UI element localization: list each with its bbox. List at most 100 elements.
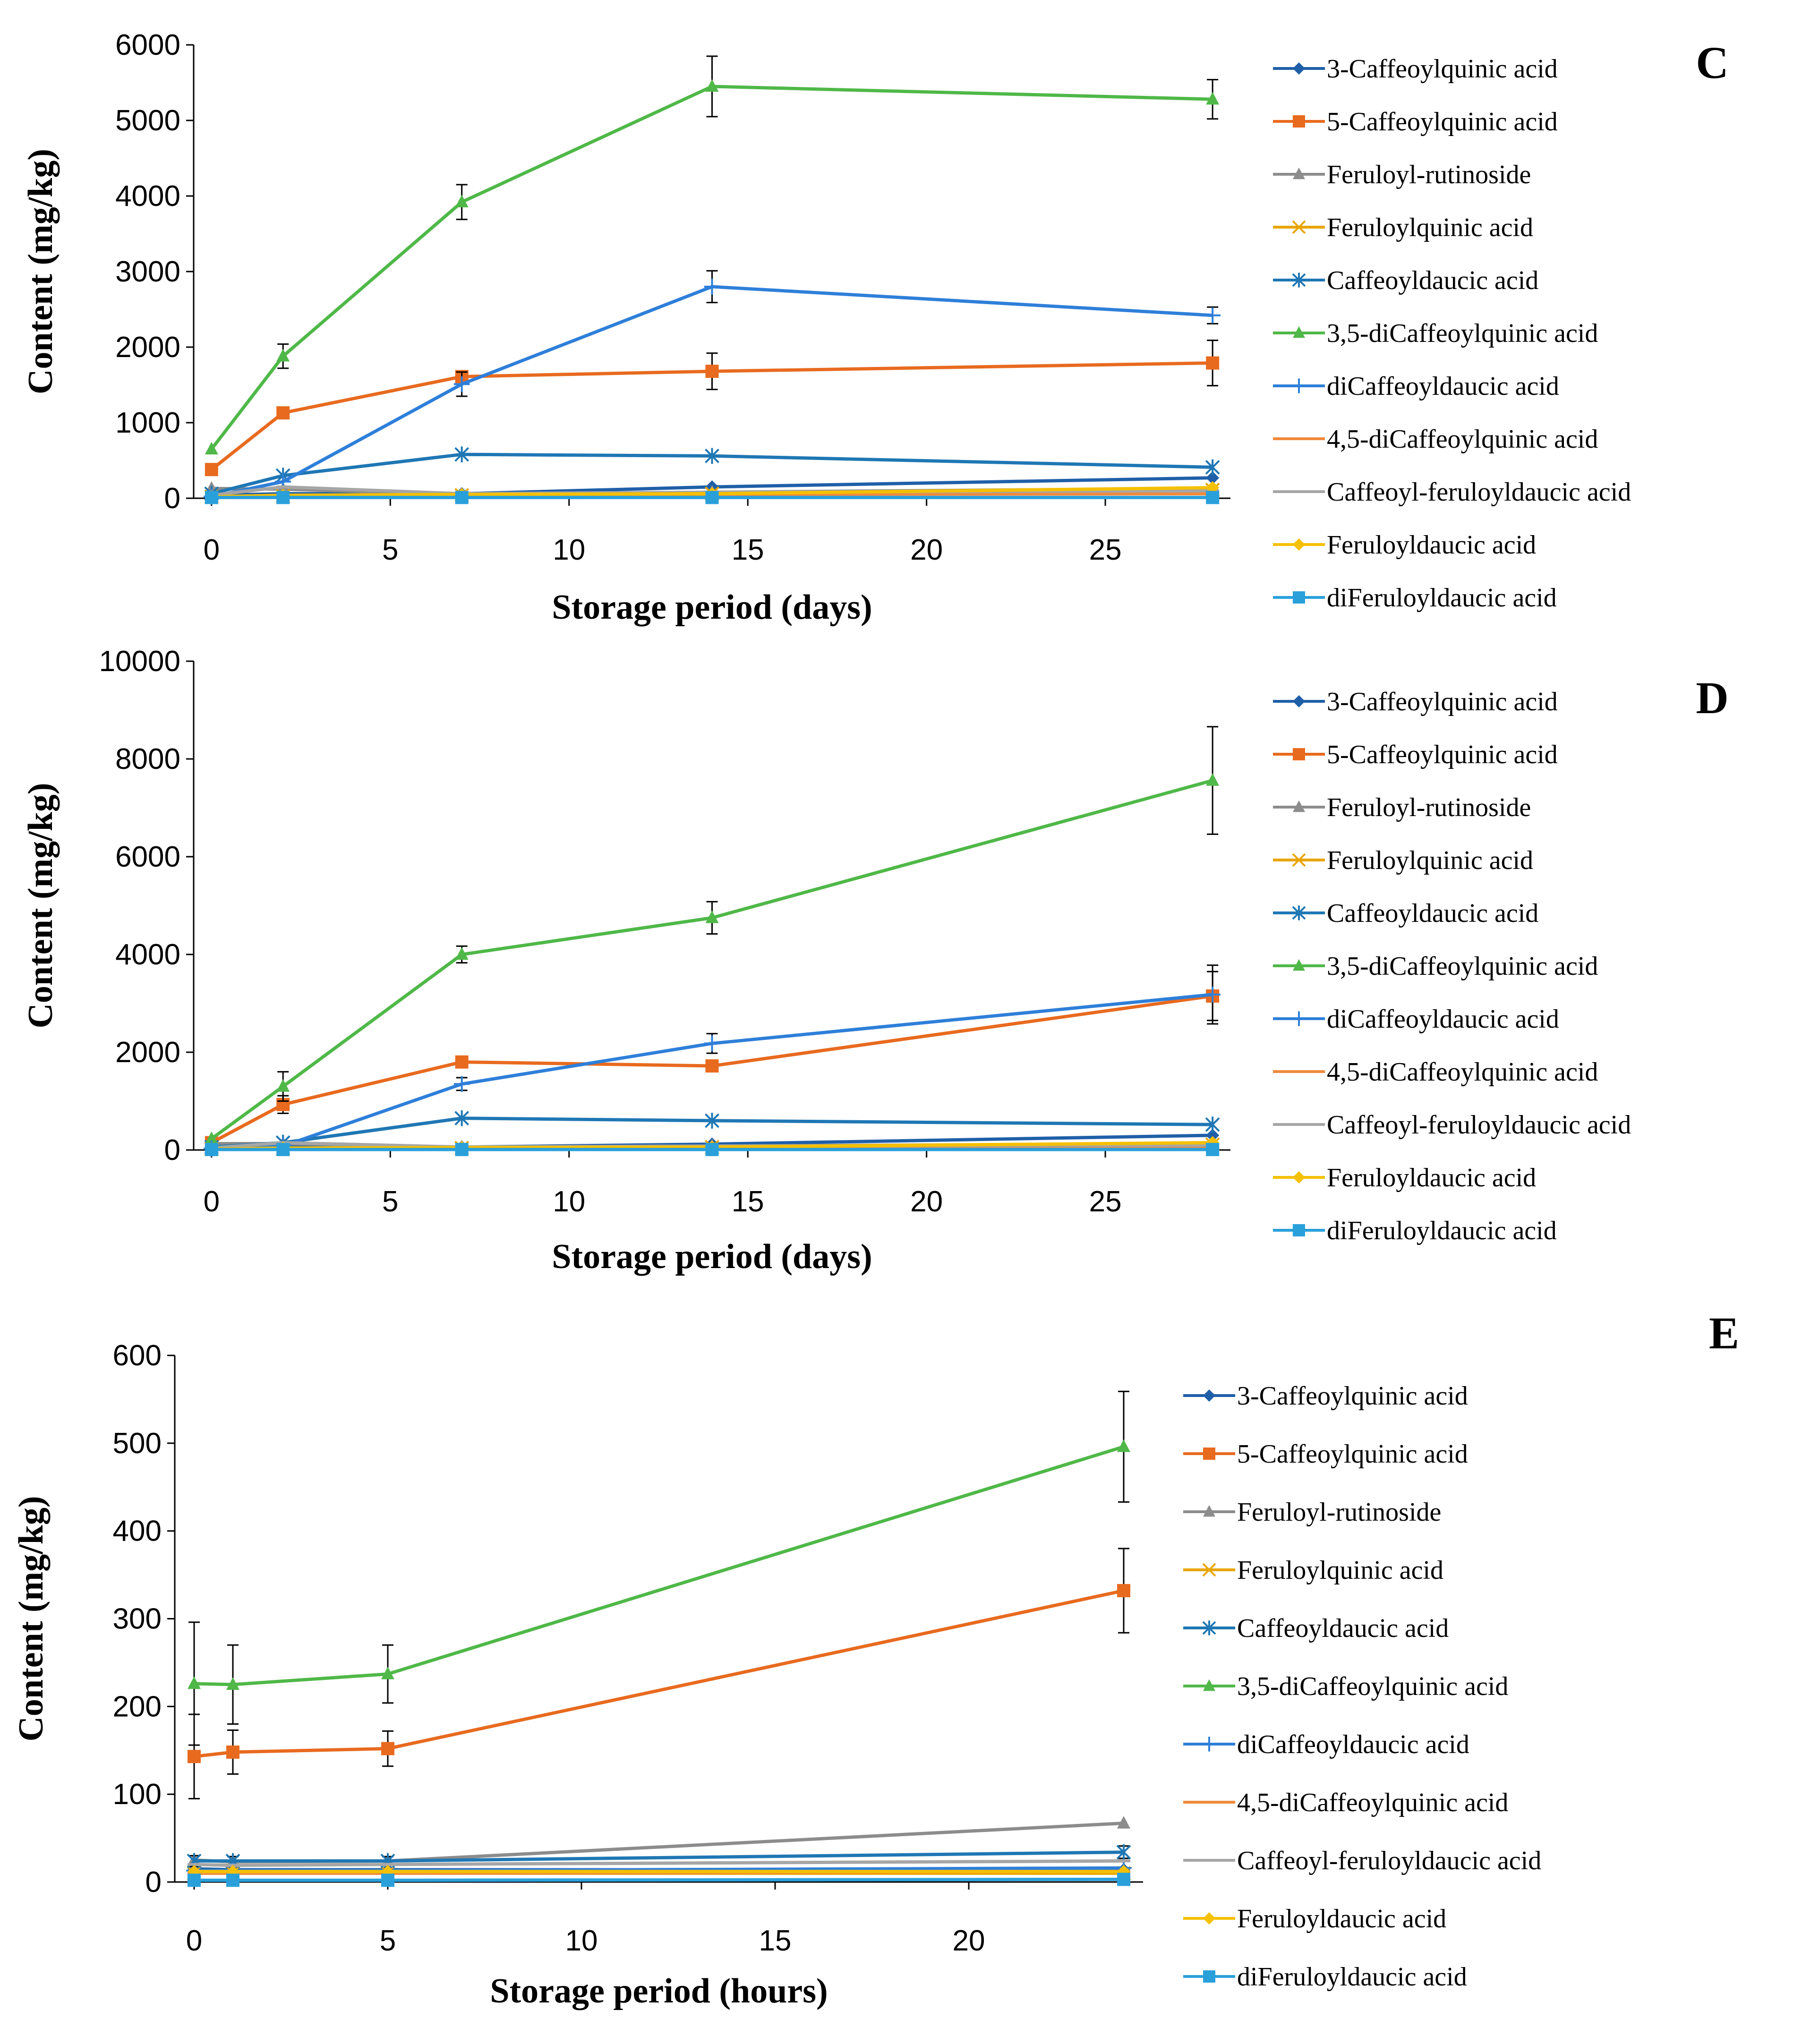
legend-label: Feruloyl-rutinoside: [1327, 160, 1531, 189]
legend-entry: Caffeoyldaucic acid: [1273, 899, 1538, 928]
x-tick-label: 5: [382, 1185, 398, 1218]
x-tick-label: 20: [910, 534, 943, 566]
panel-letter: C: [1696, 37, 1728, 88]
legend-entry: Caffeoyl-feruloyldaucic acid: [1273, 477, 1631, 507]
legend-entry: 5-Caffeoylquinic acid: [1273, 107, 1558, 136]
legend-entry: 4,5-diCaffeoylquinic acid: [1273, 425, 1598, 454]
legend-label: Feruloylquinic acid: [1237, 1556, 1443, 1585]
data-point: [381, 1874, 394, 1887]
data-point: [205, 1131, 218, 1144]
series-diferuloyldaucic-acid: [205, 491, 1220, 504]
legend-marker: [1203, 1505, 1215, 1517]
legend-marker: [1293, 1171, 1305, 1184]
series-line: [194, 1859, 1124, 1867]
legend-label: 3,5-diCaffeoylquinic acid: [1327, 952, 1598, 981]
data-point: [381, 1667, 394, 1679]
panel-letter: D: [1696, 673, 1728, 723]
legend-label: diFeruloyldaucic acid: [1327, 583, 1557, 613]
legend-entry: Caffeoyldaucic acid: [1273, 266, 1538, 295]
data-point: [705, 365, 719, 378]
legend-entry: diFeruloyldaucic acid: [1183, 1962, 1467, 1992]
series-line: [194, 1445, 1125, 1686]
legend-marker: [1202, 1737, 1217, 1752]
data-point: [276, 491, 290, 504]
x-tick-label: 0: [186, 1925, 202, 1957]
y-tick-label: 6000: [115, 841, 180, 873]
legend-marker: [1203, 1801, 1215, 1804]
y-tick-label: 6000: [115, 29, 180, 61]
data-point: [205, 463, 218, 477]
data-point: [704, 1035, 720, 1052]
data-point: [188, 1676, 201, 1689]
data-point: [226, 1874, 239, 1887]
series-5-caffeoylquinic-acid: [188, 1548, 1130, 1799]
legend-marker: [1293, 695, 1305, 707]
data-point: [453, 376, 470, 392]
y-axis-title: Content (mg/kg): [21, 149, 60, 394]
data-point: [705, 910, 719, 923]
legend-marker: [1293, 62, 1305, 75]
series-line: [194, 1850, 1124, 1863]
data-point: [188, 1874, 201, 1887]
data-point: [705, 1059, 719, 1073]
legend-label: 4,5-diCaffeoylquinic acid: [1327, 425, 1598, 454]
y-tick-label: 0: [164, 1134, 180, 1167]
legend-label: diFeruloyldaucic acid: [1327, 1216, 1557, 1245]
data-point: [381, 1863, 394, 1866]
series-3-5-dicaffeoylquinic-acid: [188, 1390, 1130, 1746]
series-diferuloyldaucic-acid: [205, 1142, 1220, 1156]
x-axis-title: Storage period (days): [552, 588, 872, 627]
y-tick-label: 2000: [115, 1036, 180, 1069]
legend-entry: 4,5-diCaffeoylquinic acid: [1273, 1057, 1598, 1087]
legend-entry: Feruloylquinic acid: [1273, 846, 1533, 875]
legend-label: diCaffeoyldaucic acid: [1327, 372, 1559, 401]
legend-label: 5-Caffeoylquinic acid: [1327, 740, 1558, 769]
legend-marker: [1292, 853, 1306, 867]
legend-marker: [1293, 1123, 1305, 1126]
y-tick-label: 10000: [99, 645, 180, 678]
data-point: [276, 485, 290, 488]
legend-entry: Caffeoyl-feruloyldaucic acid: [1183, 1846, 1541, 1875]
series-line: [194, 1877, 1124, 1882]
data-point: [1117, 1859, 1130, 1863]
x-tick-label: 5: [380, 1925, 396, 1957]
data-point: [1204, 307, 1221, 324]
legend-marker: [1203, 1970, 1215, 1983]
data-point: [188, 1750, 201, 1763]
legend-label: 4,5-diCaffeoylquinic acid: [1327, 1057, 1598, 1087]
y-axis-title: Content (mg/kg): [12, 1496, 51, 1741]
data-point: [1205, 1116, 1220, 1133]
data-point: [381, 1742, 394, 1755]
legend-entry: 4,5-diCaffeoylquinic acid: [1183, 1788, 1508, 1817]
legend-entry: 3,5-diCaffeoylquinic acid: [1273, 319, 1598, 348]
y-tick-label: 600: [113, 1339, 162, 1372]
data-point: [454, 1110, 470, 1126]
x-tick-label: 20: [953, 1925, 985, 1957]
legend-marker: [1203, 1859, 1215, 1862]
legend-marker: [1293, 800, 1305, 812]
legend-entry: diCaffeoyldaucic acid: [1273, 1005, 1559, 1034]
legend-entry: 3-Caffeoylquinic acid: [1183, 1381, 1468, 1411]
x-tick-label: 20: [910, 1185, 943, 1218]
data-point: [205, 442, 218, 455]
x-axis-title: Storage period (days): [552, 1237, 872, 1276]
legend-marker: [1292, 273, 1306, 288]
legend-label: 3-Caffeoylquinic acid: [1327, 54, 1558, 84]
data-point: [1206, 491, 1220, 504]
legend-entry: Feruloyl-rutinoside: [1273, 793, 1531, 822]
legend-label: Feruloyl-rutinoside: [1327, 793, 1531, 822]
legend-entry: Feruloyl-rutinoside: [1273, 160, 1531, 189]
legend-entry: 3,5-diCaffeoylquinic acid: [1183, 1672, 1508, 1701]
y-tick-label: 300: [113, 1603, 162, 1635]
legend-label: Feruloylquinic acid: [1327, 213, 1533, 242]
legend-entry: Feruloyldaucic acid: [1183, 1904, 1446, 1933]
legend-label: diFeruloyldaucic acid: [1237, 1962, 1467, 1992]
data-point: [1205, 459, 1220, 476]
panel-d: 0 2000 4000 6000 8000 10000 0 5 10 15 20 25 Storage …: [21, 645, 1729, 1276]
y-tick-label: 400: [113, 1515, 162, 1548]
legend-marker: [1292, 220, 1306, 234]
data-point: [226, 1745, 239, 1759]
legend-marker: [1293, 326, 1305, 338]
legend-marker: [1203, 1679, 1215, 1691]
y-tick-label: 3000: [115, 256, 180, 288]
